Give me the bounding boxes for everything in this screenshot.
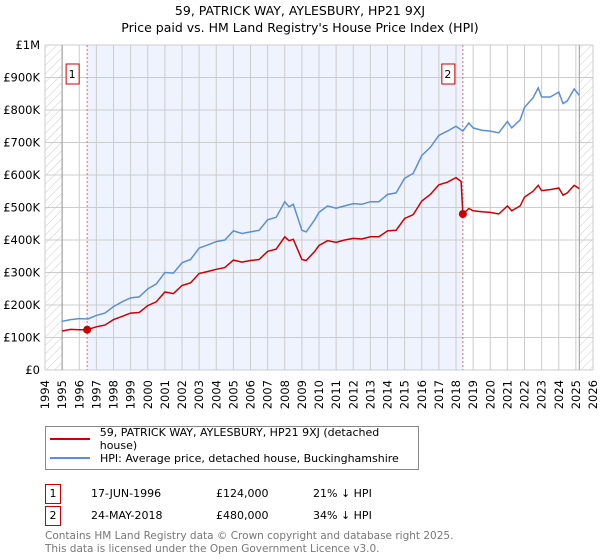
x-tick-label: 2001 xyxy=(158,380,172,409)
y-tick-label: £400K xyxy=(3,233,40,247)
sale-price: £480,000 xyxy=(216,509,269,522)
y-tick-label: £900K xyxy=(3,71,40,85)
legend-label-property: 59, PATRICK WAY, AYLESBURY, HP21 9XJ (de… xyxy=(99,426,380,452)
x-tick-label: 2025 xyxy=(569,380,583,409)
x-tick-label: 2005 xyxy=(226,380,240,409)
footer-licence: This data is licensed under the Open Gov… xyxy=(45,543,380,555)
sale-hpi-diff: 21% ↓ HPI xyxy=(313,487,372,500)
x-tick-label: 2014 xyxy=(381,380,395,409)
y-tick-label: £600K xyxy=(3,168,40,182)
x-tick-label: 2016 xyxy=(415,380,429,409)
y-tick-label: £0 xyxy=(25,363,40,377)
table-row: 1 17-JUN-1996 £124,000 21% ↓ HPI xyxy=(45,484,445,504)
x-tick-label: 2015 xyxy=(398,380,412,409)
x-tick-label: 2022 xyxy=(518,380,532,409)
x-tick-label: 2020 xyxy=(483,380,497,409)
x-tick-label: 2026 xyxy=(586,380,600,409)
legend-swatch-hpi xyxy=(50,457,90,459)
sale-date: 17-JUN-1996 xyxy=(91,487,162,500)
legend-label-hpi: HPI: Average price, detached house, Buck… xyxy=(100,451,399,465)
y-tick-label: £700K xyxy=(3,136,40,150)
chart-title: 59, PATRICK WAY, AYLESBURY, HP21 9XJ xyxy=(174,3,426,18)
hpi-line xyxy=(61,86,580,323)
x-tick-label: 2013 xyxy=(363,380,377,409)
x-tick-label: 2003 xyxy=(192,380,206,409)
x-tick-label: 1994 xyxy=(38,380,52,409)
sale-marker-label: 2 xyxy=(444,68,451,81)
footer-copyright: Contains HM Land Registry data © Crown c… xyxy=(45,530,454,542)
x-tick-label: 2009 xyxy=(295,380,309,409)
x-tick-label: 1995 xyxy=(55,380,69,409)
x-tick-label: 1996 xyxy=(72,380,86,409)
sale-marker-badge: 1 xyxy=(45,484,61,504)
x-tick-label: 2023 xyxy=(535,380,549,409)
y-tick-label: £300K xyxy=(3,266,40,280)
x-tick-label: 1997 xyxy=(89,380,103,409)
x-tick-label: 2006 xyxy=(244,380,258,409)
x-tick-label: 2008 xyxy=(278,380,292,409)
sale-marker-box xyxy=(441,63,456,85)
sale-marker-badge: 2 xyxy=(45,506,61,526)
sale-price: £124,000 xyxy=(216,487,269,500)
x-tick-label: 1999 xyxy=(124,380,138,409)
y-tick-label: £1M xyxy=(15,38,40,52)
x-tick-label: 2004 xyxy=(209,380,223,409)
sale-marker-box xyxy=(65,63,80,85)
x-tick-label: 2002 xyxy=(175,380,189,409)
x-tick-label: 2017 xyxy=(432,380,446,409)
sale-date: 24-MAY-2018 xyxy=(91,509,163,522)
x-tick-label: 2024 xyxy=(552,380,566,409)
sale-point xyxy=(83,325,92,334)
x-tick-label: 2021 xyxy=(500,380,514,409)
x-tick-label: 2007 xyxy=(261,380,275,409)
y-tick-label: £500K xyxy=(3,201,40,215)
y-tick-label: £800K xyxy=(3,103,40,117)
table-row: 2 24-MAY-2018 £480,000 34% ↓ HPI xyxy=(45,506,445,526)
x-tick-label: 2011 xyxy=(329,380,343,409)
x-tick-label: 2019 xyxy=(466,380,480,409)
chart-legend: 59, PATRICK WAY, AYLESBURY, HP21 9XJ (de… xyxy=(45,426,419,470)
sale-marker-label: 1 xyxy=(69,68,76,81)
footer: Contains HM Land Registry data © Crown c… xyxy=(45,530,453,556)
x-tick-label: 2000 xyxy=(141,380,155,409)
sale-point xyxy=(458,210,467,218)
x-tick-label: 1998 xyxy=(107,380,121,409)
y-tick-label: £100K xyxy=(3,331,40,345)
chart-subtitle: Price paid vs. HM Land Registry's House … xyxy=(121,20,479,35)
x-tick-label: 2010 xyxy=(312,380,326,409)
sale-hpi-diff: 34% ↓ HPI xyxy=(313,509,372,522)
property-price-line xyxy=(61,176,580,332)
x-tick-label: 2012 xyxy=(346,380,360,409)
legend-swatch-property xyxy=(50,438,90,440)
x-tick-label: 2018 xyxy=(449,380,463,409)
y-tick-label: £200K xyxy=(3,298,40,312)
